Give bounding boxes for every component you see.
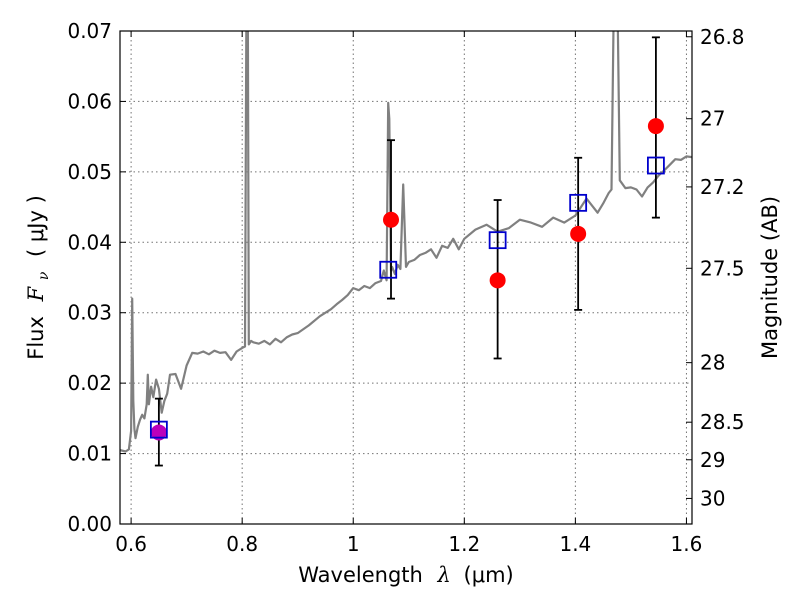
y-tick-label: 0.04	[67, 230, 112, 254]
y-tick-label: 0.06	[67, 89, 112, 113]
model-point	[488, 231, 507, 250]
y-tick-label: 0.01	[67, 442, 112, 466]
x-axis-label-symbol: λ	[437, 563, 451, 587]
grid	[120, 30, 692, 525]
spectrum-series	[120, 31, 692, 453]
model-point	[379, 260, 398, 279]
model-points	[149, 156, 665, 439]
plot-frame	[119, 30, 693, 525]
spectrum-line	[120, 31, 692, 453]
y2-tick-label: 27.2	[700, 175, 745, 199]
x-axis-label: Wavelength λ (μm)	[298, 563, 513, 587]
observed-point	[150, 424, 167, 441]
y-axis-label-prefix: Flux	[24, 316, 48, 360]
observed-points	[150, 118, 664, 441]
y2-tick-label: 26.8	[700, 25, 745, 49]
x-axis-label-prefix: Wavelength	[298, 563, 423, 587]
y2-tick-label: 29	[700, 448, 725, 472]
observed-point	[489, 272, 506, 289]
y2-axis-label: Magnitude (AB)	[758, 196, 782, 359]
y2-tick-label: 27	[700, 107, 725, 131]
y-axis-label-symbol: F	[24, 285, 48, 302]
x-tick-label: 1	[347, 532, 360, 556]
x-axis-label-unit: (μm)	[464, 563, 514, 587]
y-tick-label: 0.03	[67, 301, 112, 325]
ticks: 0.6 0.8 1 1.2 1.4 1.6 0.00 0.01 0.02 0.03 0.04 0.05…	[67, 19, 744, 556]
y-axis-label-unit: ( μJy )	[24, 195, 48, 257]
observed-point	[570, 225, 587, 242]
observed-point	[647, 118, 664, 135]
y-tick-label: 0.05	[67, 160, 112, 184]
x-tick-label: 1.6	[671, 532, 703, 556]
model-point	[647, 156, 665, 175]
y-tick-label: 0.07	[67, 19, 112, 43]
x-tick-label: 1.4	[559, 532, 591, 556]
y2-tick-label: 28	[700, 351, 725, 375]
model-point	[569, 193, 588, 212]
y2-tick-label: 28.5	[700, 410, 745, 434]
y2-tick-label: 27.5	[700, 256, 745, 280]
y-axis-label: Flux F ν ( μJy )	[24, 195, 53, 360]
y-axis-label-subscript: ν	[36, 271, 52, 280]
x-tick-label: 0.8	[226, 532, 258, 556]
x-tick-label: 1.2	[448, 532, 480, 556]
observed-point	[383, 211, 400, 228]
model-point	[149, 420, 168, 439]
y2-tick-label: 30	[700, 486, 725, 510]
x-tick-label: 0.6	[115, 532, 147, 556]
y-tick-label: 0.00	[67, 512, 112, 536]
y-tick-label: 0.02	[67, 371, 112, 395]
